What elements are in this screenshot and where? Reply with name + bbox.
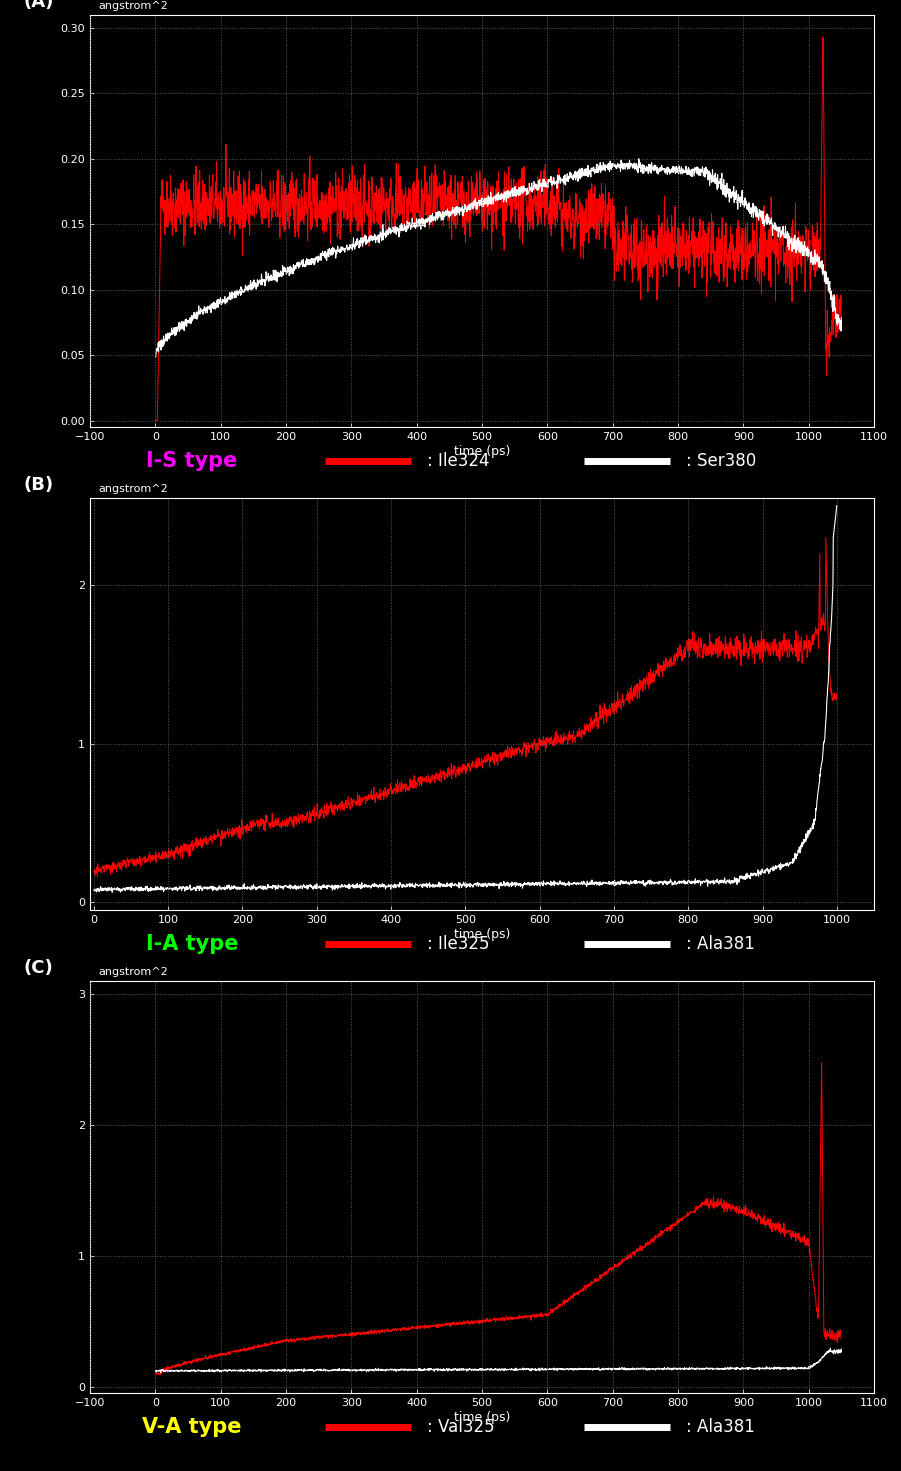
- Text: angstrom^2: angstrom^2: [98, 966, 168, 977]
- Text: : Ile325: : Ile325: [427, 936, 489, 953]
- Text: angstrom^2: angstrom^2: [98, 484, 168, 494]
- Text: V-A type: V-A type: [142, 1417, 241, 1437]
- Text: : Val325: : Val325: [427, 1418, 495, 1436]
- X-axis label: time (ps): time (ps): [454, 444, 510, 457]
- Text: I-A type: I-A type: [146, 934, 238, 955]
- Text: I-S type: I-S type: [146, 452, 238, 471]
- Text: (A): (A): [23, 0, 54, 10]
- Text: : Ser380: : Ser380: [686, 452, 756, 471]
- X-axis label: time (ps): time (ps): [454, 1411, 510, 1424]
- X-axis label: time (ps): time (ps): [454, 928, 510, 941]
- Text: (B): (B): [23, 475, 53, 494]
- Text: : Ala381: : Ala381: [686, 1418, 755, 1436]
- Text: (C): (C): [23, 959, 53, 977]
- Text: : Ile324: : Ile324: [427, 452, 489, 471]
- Text: : Ala381: : Ala381: [686, 936, 755, 953]
- Text: angstrom^2: angstrom^2: [98, 0, 168, 10]
